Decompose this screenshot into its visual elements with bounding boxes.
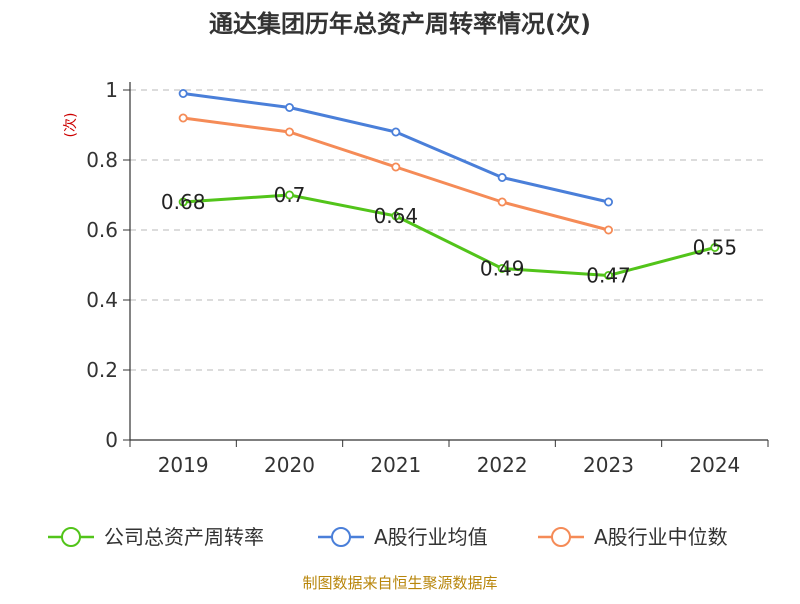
series-lines (178, 89, 720, 280)
x-tick-label: 2020 (264, 453, 315, 477)
series-line-0 (183, 193, 716, 277)
data-label: 0.49 (480, 257, 525, 281)
chart-title: 通达集团历年总资产周转率情况(次) (209, 10, 591, 38)
legend-item-0[interactable]: 公司总资产周转率 (48, 525, 264, 549)
axes: 0 0.2 0.4 0.6 0.8 1 2019 2020 2021 2022 2023 2024 (86, 78, 769, 477)
data-point[interactable] (604, 225, 614, 235)
source-note: 制图数据来自恒生聚源数据库 (302, 574, 497, 592)
legend-label: A股行业中位数 (594, 525, 728, 549)
data-point[interactable] (391, 162, 401, 172)
x-tick-label: 2021 (370, 453, 421, 477)
series-line-1 (182, 92, 609, 204)
data-label: 0.55 (693, 236, 738, 260)
y-tick-label: 1 (105, 78, 118, 102)
data-point[interactable] (178, 197, 188, 207)
data-point[interactable] (178, 89, 188, 99)
x-tick-label: 2024 (689, 453, 740, 477)
data-point[interactable] (497, 197, 507, 207)
legend-marker (551, 527, 571, 547)
data-label: 0.68 (161, 190, 206, 214)
data-point[interactable] (284, 127, 294, 137)
data-point[interactable] (604, 270, 614, 280)
data-point[interactable] (284, 190, 294, 200)
x-tick-label: 2023 (583, 453, 634, 477)
data-label: 0.64 (374, 204, 419, 228)
y-tick-label: 0.8 (86, 148, 118, 172)
data-label: 0.47 (586, 264, 631, 288)
legend-label: 公司总资产周转率 (104, 525, 264, 549)
legend-marker (61, 527, 81, 547)
y-tick-label: 0.2 (86, 358, 118, 382)
data-point[interactable] (604, 197, 614, 207)
legend-item-1[interactable]: A股行业均值 (318, 525, 488, 549)
y-tick-label: 0.6 (86, 218, 118, 242)
y-axis-label: (次) (63, 113, 79, 138)
x-tick-label: 2022 (477, 453, 528, 477)
y-tick-label: 0 (105, 428, 118, 452)
legend[interactable]: 公司总资产周转率 A股行业均值 A股行业中位数 (48, 525, 728, 549)
data-labels: 0.68 0.7 0.64 0.49 0.47 0.55 (161, 183, 737, 288)
legend-marker (331, 527, 351, 547)
data-point[interactable] (391, 211, 401, 221)
data-point[interactable] (178, 113, 188, 123)
legend-item-2[interactable]: A股行业中位数 (538, 525, 728, 549)
data-point[interactable] (710, 242, 720, 252)
data-label: 0.7 (274, 183, 306, 207)
data-point[interactable] (497, 263, 507, 273)
data-point[interactable] (284, 103, 294, 113)
legend-label: A股行业均值 (374, 525, 488, 549)
y-tick-label: 0.4 (86, 288, 118, 312)
data-point[interactable] (391, 127, 401, 137)
grid-lines (130, 89, 768, 371)
data-point[interactable] (497, 172, 507, 182)
x-tick-label: 2019 (158, 453, 209, 477)
